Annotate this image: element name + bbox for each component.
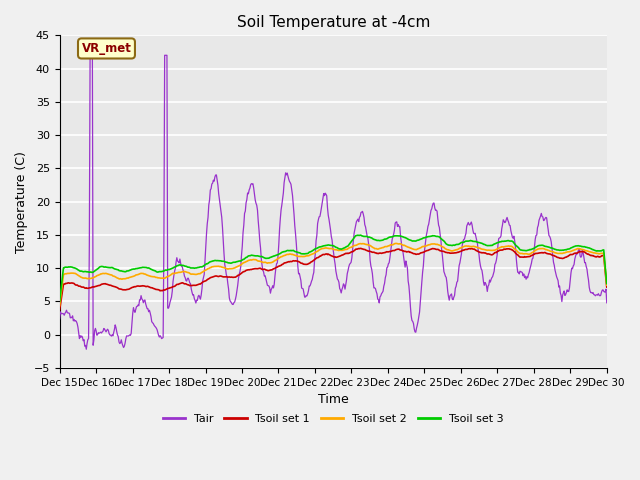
Y-axis label: Temperature (C): Temperature (C): [15, 151, 28, 252]
Tsoil set 2: [417, 245, 424, 251]
Legend: Tair, Tsoil set 1, Tsoil set 2, Tsoil set 3: Tair, Tsoil set 1, Tsoil set 2, Tsoil se…: [158, 410, 508, 429]
Tair: [86, 52, 94, 58]
Tsoil set 1: [122, 287, 130, 293]
Title: Soil Temperature at -4cm: Soil Temperature at -4cm: [237, 15, 430, 30]
Tsoil set 2: [393, 240, 401, 246]
Tsoil set 3: [207, 259, 214, 264]
Tsoil set 1: [56, 307, 63, 313]
Tsoil set 3: [603, 281, 611, 287]
Tsoil set 2: [56, 303, 63, 309]
Tair: [417, 288, 425, 294]
Tsoil set 3: [66, 264, 74, 270]
Tair: [208, 181, 216, 187]
Tsoil set 1: [417, 251, 424, 256]
Tair: [401, 264, 409, 270]
Tsoil set 3: [122, 269, 130, 275]
X-axis label: Time: Time: [318, 393, 349, 406]
Tsoil set 2: [122, 276, 130, 281]
Line: Tsoil set 1: Tsoil set 1: [60, 249, 607, 310]
Tsoil set 2: [603, 282, 611, 288]
Tsoil set 2: [177, 269, 185, 275]
Tair: [124, 333, 131, 339]
Tsoil set 1: [356, 246, 364, 252]
Tsoil set 3: [56, 299, 63, 304]
Tsoil set 1: [603, 284, 611, 290]
Line: Tair: Tair: [60, 55, 607, 349]
Tair: [603, 300, 611, 306]
Tsoil set 2: [207, 264, 214, 270]
Tsoil set 1: [207, 275, 214, 281]
Line: Tsoil set 2: Tsoil set 2: [60, 243, 607, 306]
Tair: [179, 267, 187, 273]
Tsoil set 3: [417, 237, 424, 242]
Tair: [66, 311, 74, 316]
Tsoil set 3: [356, 232, 364, 238]
Tsoil set 3: [177, 263, 185, 268]
Tsoil set 2: [66, 270, 74, 276]
Line: Tsoil set 3: Tsoil set 3: [60, 235, 607, 301]
Tsoil set 3: [401, 235, 408, 240]
Tsoil set 1: [66, 280, 74, 286]
Tsoil set 2: [401, 242, 408, 248]
Tsoil set 1: [177, 280, 185, 286]
Tsoil set 1: [401, 249, 408, 254]
Tair: [83, 347, 90, 352]
Text: VR_met: VR_met: [81, 42, 131, 55]
Tair: [56, 316, 63, 322]
